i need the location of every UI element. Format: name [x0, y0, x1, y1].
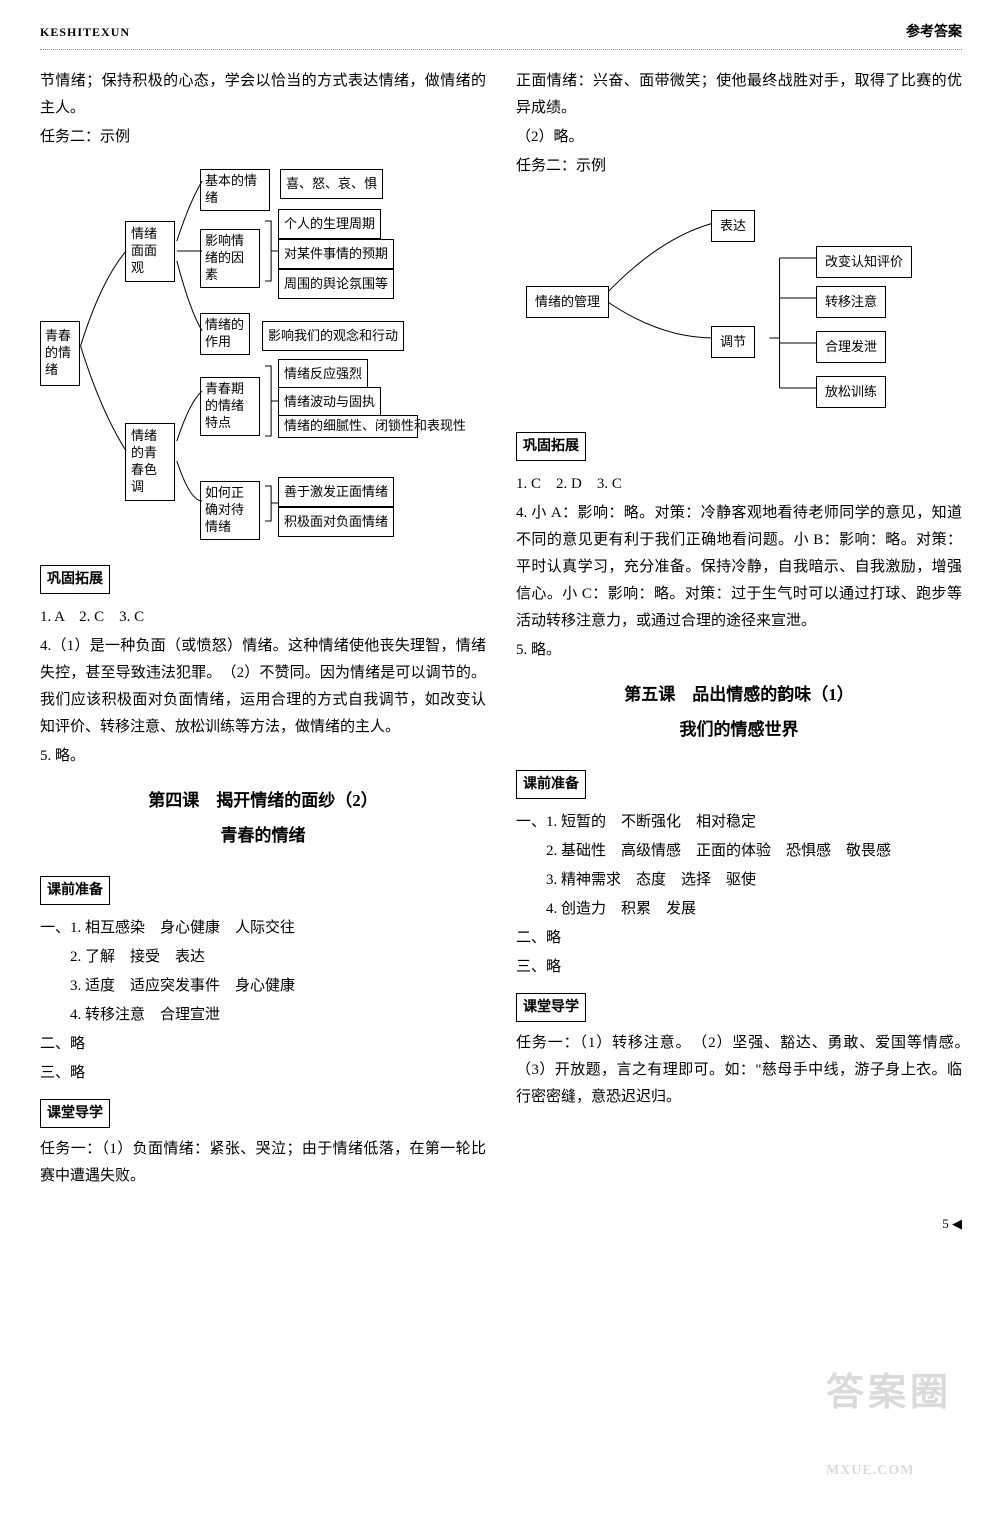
- header-right-title: 参考答案: [906, 20, 962, 45]
- d2-n2: 调节: [711, 326, 755, 357]
- d1-g2-mid: 情绪的青春色调: [125, 423, 175, 501]
- diagram-emotion-management: 情绪的管理 表达 调节 改变认知评价 转移注意 合理发泄 放松训练: [516, 188, 962, 408]
- gonggu-label-left: 巩固拓展: [40, 565, 110, 594]
- keqian-label-left: 课前准备: [40, 876, 110, 905]
- page-header: KESHITEXUN 参考答案: [40, 20, 962, 50]
- d1-g2-s2-l1: 积极面对负面情绪: [278, 507, 394, 536]
- right-column: 正面情绪：兴奋、面带微笑；使他最终战胜对手，取得了比赛的优异成绩。 （2）略。 …: [516, 68, 962, 1192]
- ketang-label-right: 课堂导学: [516, 993, 586, 1022]
- right-q4: 4. 小 A：影响：略。对策：冷静客观地看待老师同学的意见，知道不同的意见更有利…: [516, 500, 962, 635]
- r-kq2: 二、略: [516, 925, 962, 952]
- l-kq1-4: 4. 转移注意 合理宣泄: [40, 1002, 486, 1029]
- watermark: 答案圈 MXUE.COM: [826, 1359, 952, 1496]
- d1-g1-s2-l1: 对某件事情的预期: [278, 239, 394, 268]
- watermark-text: 答案圈: [826, 1372, 952, 1414]
- r-kq1-3: 3. 精神需求 态度 选择 驱使: [516, 867, 962, 894]
- keqian-label-right: 课前准备: [516, 770, 586, 799]
- d1-root: 青春的情绪: [40, 321, 80, 386]
- d2-l1: 转移注意: [816, 286, 886, 317]
- right-pos-emotion: 正面情绪：兴奋、面带微笑；使他最终战胜对手，取得了比赛的优异成绩。: [516, 68, 962, 122]
- task2-label: 任务二：示例: [40, 124, 486, 151]
- page-number: 5: [942, 1216, 949, 1231]
- d2-l3: 放松训练: [816, 376, 886, 407]
- right-mc: 1. C 2. D 3. C: [516, 471, 962, 498]
- left-lesson-subtitle: 青春的情绪: [40, 821, 486, 852]
- d1-g2-s2-label: 如何正确对待情绪: [200, 481, 260, 540]
- right-p2: （2）略。: [516, 124, 962, 151]
- right-lesson-title: 第五课 品出情感的韵味（1）: [516, 680, 962, 711]
- ketang-label-left: 课堂导学: [40, 1099, 110, 1128]
- diagram-youth-emotion: 青春的情绪 情绪面面观 基本的情绪 喜、怒、哀、惧 影响情绪的因素 个人的生理周…: [40, 161, 486, 541]
- d1-g1-s2-l0: 个人的生理周期: [278, 209, 381, 238]
- l-kq1-1: 一、1. 相互感染 身心健康 人际交往: [40, 915, 486, 942]
- watermark-url: MXUE.COM: [826, 1463, 915, 1478]
- d2-l0: 改变认知评价: [816, 246, 912, 277]
- d1-g1-s3-leaf: 影响我们的观念和行动: [262, 321, 404, 350]
- left-column: 节情绪；保持积极的心态，学会以恰当的方式表达情绪，做情绪的主人。 任务二：示例: [40, 68, 486, 1192]
- page-footer: 5 ◀: [40, 1212, 962, 1235]
- d1-g2-s1-l2: 情绪的细腻性、闭锁性和表现性: [278, 415, 418, 438]
- l-kq1-3: 3. 适度 适应突发事件 身心健康: [40, 973, 486, 1000]
- two-column-layout: 节情绪；保持积极的心态，学会以恰当的方式表达情绪，做情绪的主人。 任务二：示例: [40, 68, 962, 1192]
- left-ketang-task1: 任务一：（1）负面情绪：紧张、哭泣；由于情绪低落，在第一轮比赛中遭遇失败。: [40, 1136, 486, 1190]
- d1-g1-s1-label: 基本的情绪: [200, 169, 270, 211]
- right-ketang-task1: 任务一：（1）转移注意。 （2）坚强、豁达、勇敢、爱国等情感。 （3）开放题，言…: [516, 1030, 962, 1111]
- left-q4: 4.（1）是一种负面（或愤怒）情绪。这种情绪使他丧失理智，情绪失控，甚至导致违法…: [40, 633, 486, 741]
- r-kq1-4: 4. 创造力 积累 发展: [516, 896, 962, 923]
- left-lesson-title: 第四课 揭开情绪的面纱（2）: [40, 786, 486, 817]
- left-mc: 1. A 2. C 3. C: [40, 604, 486, 631]
- d1-g2-s1-label: 青春期的情绪特点: [200, 377, 260, 436]
- d2-l2: 合理发泄: [816, 331, 886, 362]
- d1-g1-s1-leaf: 喜、怒、哀、惧: [280, 169, 383, 198]
- left-q5: 5. 略。: [40, 743, 486, 770]
- d1-g2-s1-l1: 情绪波动与固执: [278, 387, 381, 416]
- l-kq1-2: 2. 了解 接受 表达: [40, 944, 486, 971]
- gonggu-label-right: 巩固拓展: [516, 432, 586, 461]
- intro-paragraph: 节情绪；保持积极的心态，学会以恰当的方式表达情绪，做情绪的主人。: [40, 68, 486, 122]
- d2-root: 情绪的管理: [526, 286, 609, 317]
- d1-g2-s1-l0: 情绪反应强烈: [278, 359, 368, 388]
- r-kq3: 三、略: [516, 954, 962, 981]
- header-left-brand: KESHITEXUN: [40, 22, 130, 44]
- r-kq1-2: 2. 基础性 高级情感 正面的体验 恐惧感 敬畏感: [516, 838, 962, 865]
- l-kq2: 二、略: [40, 1031, 486, 1058]
- r-kq1-1: 一、1. 短暂的 不断强化 相对稳定: [516, 809, 962, 836]
- d1-g1-s2-l2: 周围的舆论氛围等: [278, 269, 394, 298]
- triangle-icon: ◀: [952, 1212, 962, 1235]
- right-task2: 任务二：示例: [516, 153, 962, 180]
- d1-g1-s2-label: 影响情绪的因素: [200, 229, 260, 288]
- right-lesson-subtitle: 我们的情感世界: [516, 715, 962, 746]
- d1-g1-s3-label: 情绪的作用: [200, 313, 250, 355]
- d1-g2-s2-l0: 善于激发正面情绪: [278, 477, 394, 506]
- l-kq3: 三、略: [40, 1060, 486, 1087]
- right-q5: 5. 略。: [516, 637, 962, 664]
- d2-n1: 表达: [711, 210, 755, 241]
- d1-g1-mid: 情绪面面观: [125, 221, 175, 282]
